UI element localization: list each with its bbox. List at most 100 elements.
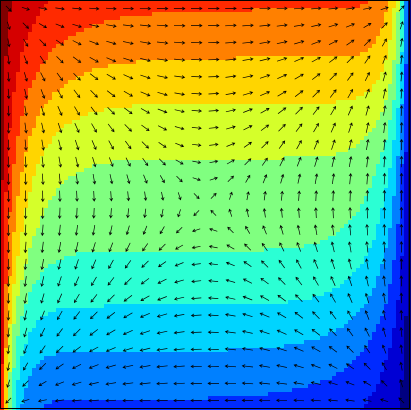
- field-cell: [144, 72, 149, 77]
- field-cell: [380, 92, 385, 97]
- field-cell: [340, 124, 345, 129]
- field-cell: [324, 108, 329, 113]
- field-cell: [352, 132, 357, 137]
- field-cell: [232, 4, 237, 9]
- field-cell: [192, 92, 197, 97]
- field-cell: [400, 68, 405, 73]
- field-cell: [96, 176, 101, 181]
- field-cell: [376, 152, 381, 157]
- field-cell: [260, 16, 265, 21]
- field-cell: [376, 156, 381, 161]
- field-cell: [144, 120, 149, 125]
- field-cell: [76, 32, 81, 37]
- field-cell: [300, 44, 305, 49]
- field-cell: [324, 16, 329, 21]
- field-cell: [168, 156, 173, 161]
- field-cell: [112, 192, 117, 197]
- field-cell: [368, 136, 373, 141]
- field-cell: [312, 108, 317, 113]
- field-cell: [84, 192, 89, 197]
- field-cell: [296, 188, 301, 193]
- field-cell: [260, 68, 265, 73]
- field-cell: [248, 36, 253, 41]
- field-cell: [276, 144, 281, 149]
- field-cell: [404, 60, 409, 65]
- field-cell: [356, 36, 361, 41]
- field-cell: [148, 172, 153, 177]
- field-cell: [180, 128, 185, 133]
- field-cell: [88, 80, 93, 85]
- field-cell: [20, 192, 25, 197]
- field-cell: [352, 164, 357, 169]
- field-cell: [116, 32, 121, 37]
- field-cell: [136, 176, 141, 181]
- field-cell: [120, 184, 125, 189]
- field-cell: [268, 52, 273, 57]
- field-cell: [288, 12, 293, 17]
- field-cell: [344, 152, 349, 157]
- field-cell: [344, 28, 349, 33]
- field-cell: [44, 128, 49, 133]
- field-cell: [256, 20, 261, 25]
- field-cell: [44, 48, 49, 53]
- field-cell: [340, 4, 345, 9]
- field-cell: [228, 116, 233, 121]
- field-cell: [336, 184, 341, 189]
- field-cell: [200, 116, 205, 121]
- field-cell: [112, 8, 117, 13]
- field-cell: [272, 20, 277, 25]
- field-cell: [240, 44, 245, 49]
- field-cell: [184, 32, 189, 37]
- field-cell: [112, 120, 117, 125]
- field-cell: [144, 168, 149, 173]
- field-cell: [0, 8, 5, 13]
- field-cell: [8, 68, 13, 73]
- field-cell: [404, 0, 409, 5]
- field-cell: [204, 20, 209, 25]
- field-cell: [156, 84, 161, 89]
- field-cell: [216, 104, 221, 109]
- field-cell: [228, 88, 233, 93]
- field-cell: [64, 72, 69, 77]
- field-cell: [216, 164, 221, 169]
- field-cell: [248, 176, 253, 181]
- field-cell: [164, 0, 169, 5]
- field-cell: [320, 0, 325, 5]
- field-cell: [388, 96, 393, 101]
- field-cell: [128, 108, 133, 113]
- field-cell: [260, 92, 265, 97]
- field-cell: [16, 160, 21, 165]
- field-cell: [236, 56, 241, 61]
- field-cell: [88, 132, 93, 137]
- field-cell: [20, 172, 25, 177]
- field-cell: [300, 8, 305, 13]
- field-cell: [204, 156, 209, 161]
- field-cell: [96, 132, 101, 137]
- field-cell: [68, 32, 73, 37]
- field-cell: [248, 84, 253, 89]
- field-cell: [284, 152, 289, 157]
- field-cell: [24, 120, 29, 125]
- field-cell: [252, 168, 257, 173]
- field-cell: [244, 72, 249, 77]
- field-cell: [340, 104, 345, 109]
- field-cell: [248, 112, 253, 117]
- field-cell: [404, 128, 409, 133]
- field-cell: [172, 180, 177, 185]
- field-cell: [8, 28, 13, 33]
- field-cell: [60, 4, 65, 9]
- field-cell: [380, 140, 385, 145]
- field-cell: [376, 108, 381, 113]
- field-cell: [344, 120, 349, 125]
- field-cell: [92, 4, 97, 9]
- field-cell: [284, 48, 289, 53]
- field-cell: [248, 4, 253, 9]
- field-cell: [28, 116, 33, 121]
- field-cell: [388, 172, 393, 177]
- field-cell: [32, 160, 37, 165]
- field-cell: [160, 68, 165, 73]
- field-cell: [372, 128, 377, 133]
- field-cell: [76, 44, 81, 49]
- field-cell: [236, 36, 241, 41]
- field-cell: [104, 32, 109, 37]
